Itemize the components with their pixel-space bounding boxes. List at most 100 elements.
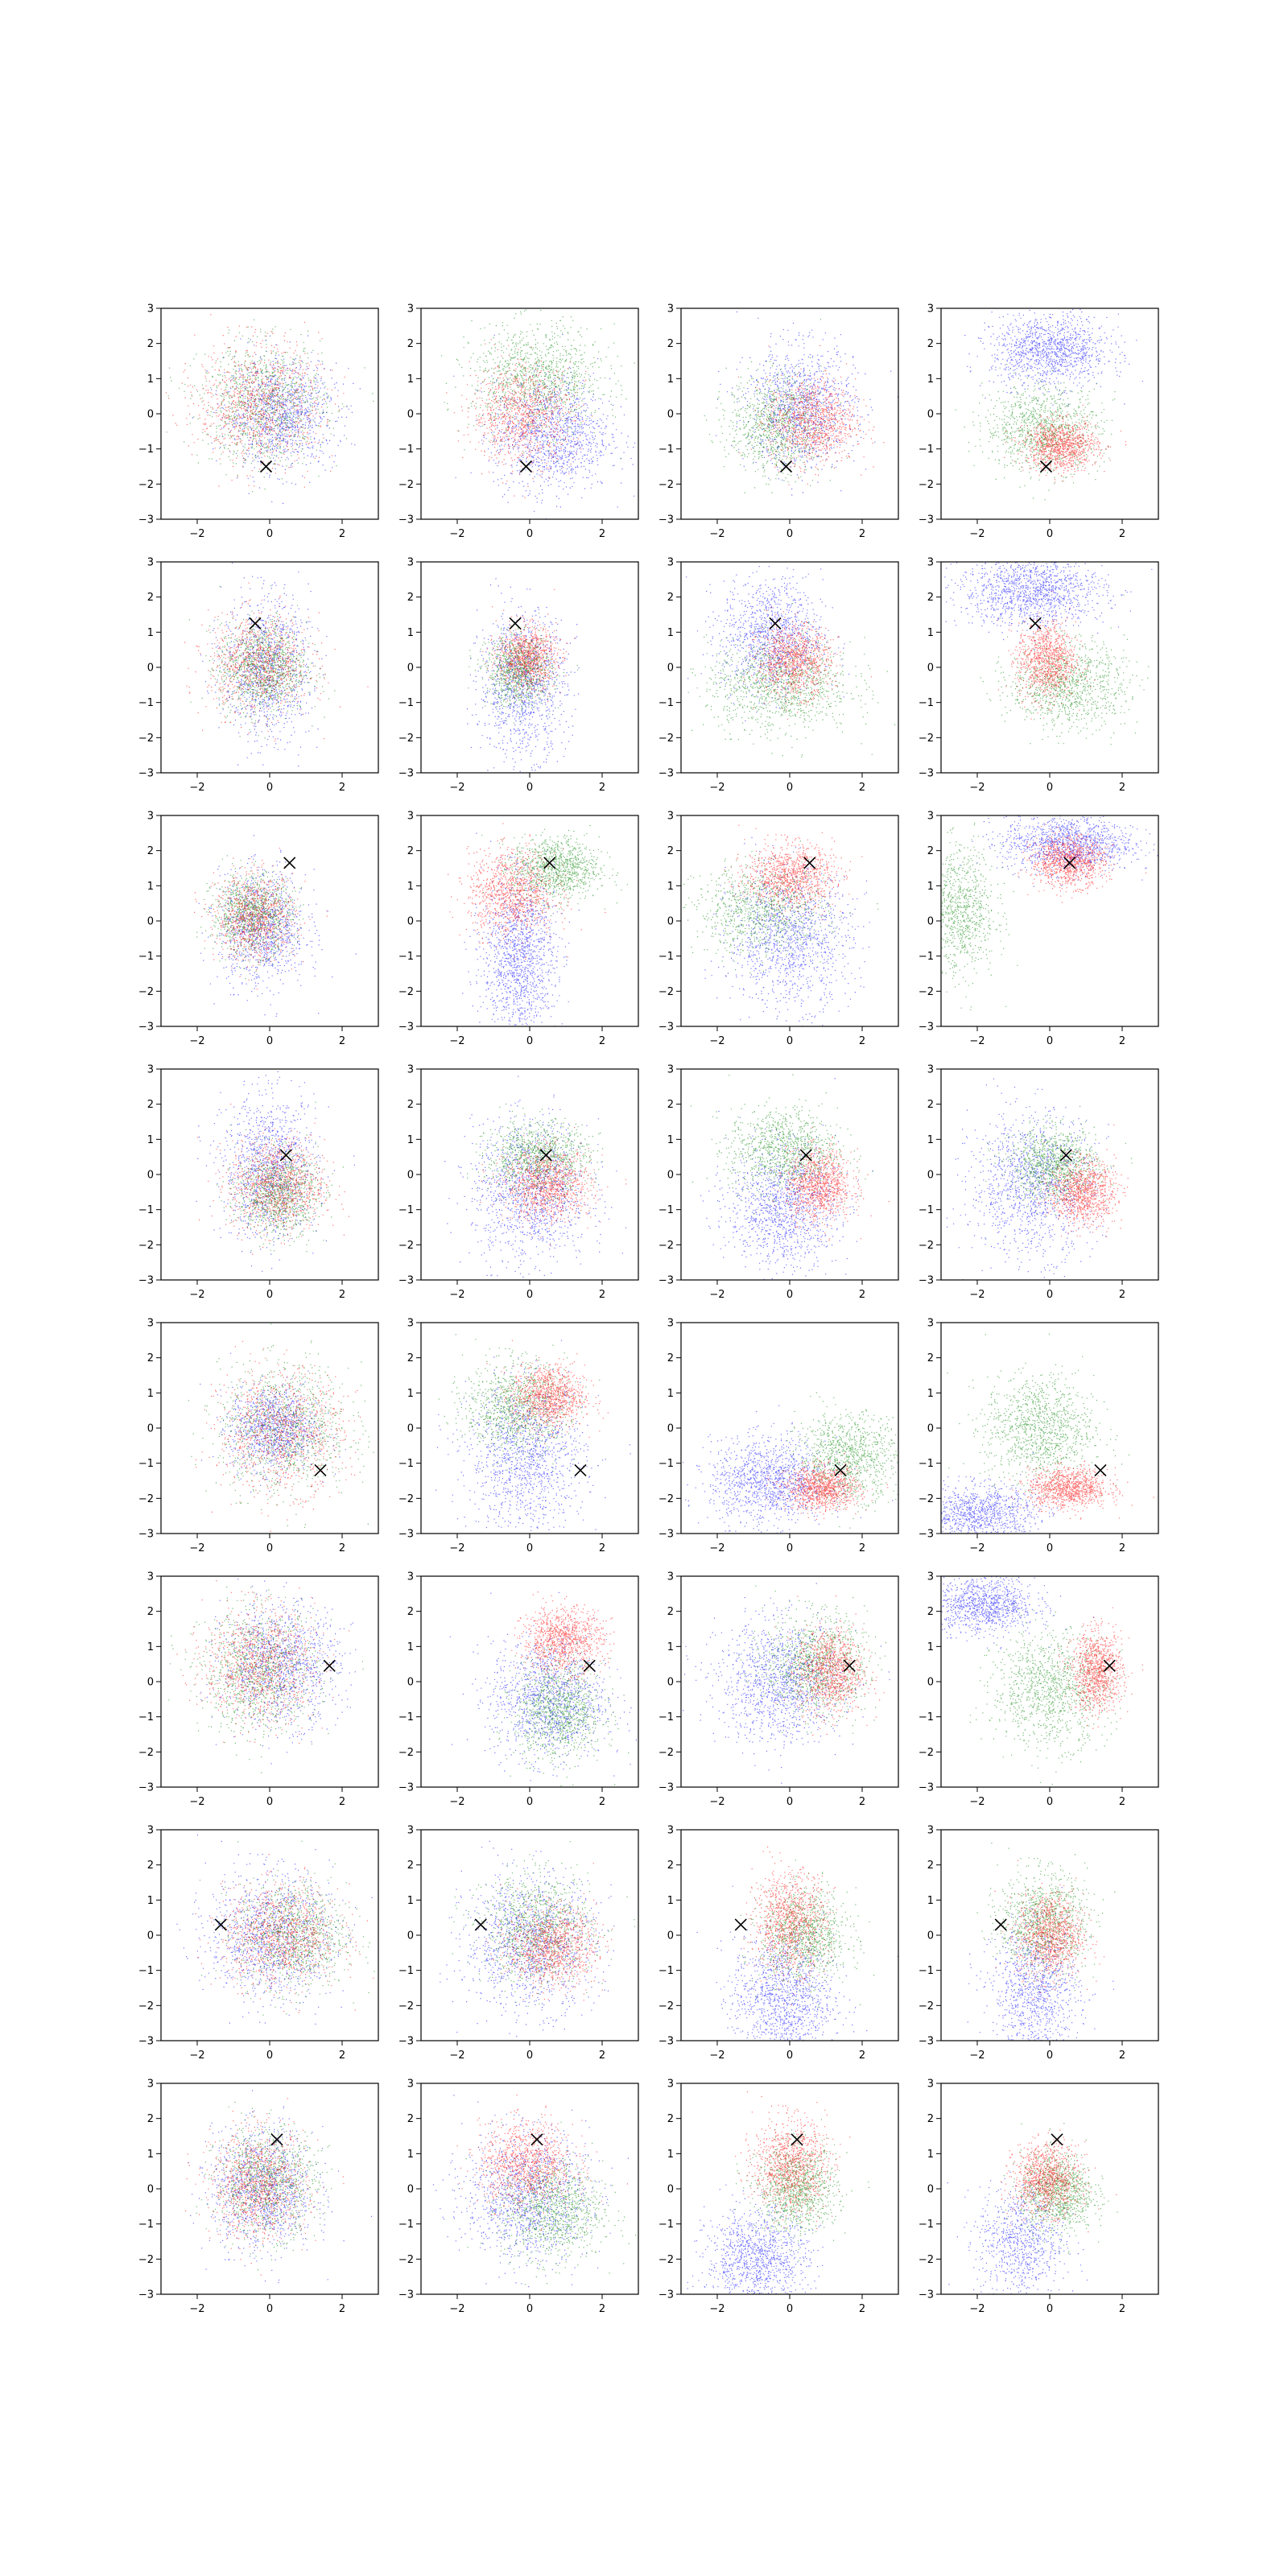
y-tick-label: 1 [407, 881, 414, 893]
y-tick-label: 1 [927, 374, 934, 386]
x-tick-label: −2 [189, 782, 204, 794]
scatter-points [683, 824, 879, 1026]
y-tick-label: 2 [927, 845, 934, 857]
y-tick-label: −1 [919, 1711, 934, 1724]
x-tick-label: 2 [339, 528, 345, 540]
y-tick-label: 1 [667, 1134, 674, 1146]
y-tick-label: −1 [138, 1965, 154, 1977]
axes-frame [160, 815, 379, 1027]
y-tick-label: −1 [398, 1965, 414, 1977]
y-tick-label: 2 [407, 592, 414, 604]
y-tick-label: 0 [667, 409, 674, 421]
y-tick-label: −3 [138, 2036, 154, 2048]
x-tick-label: 0 [266, 528, 273, 540]
y-tick-label: −3 [658, 1782, 674, 1794]
x-marker [779, 460, 793, 473]
x-tick-label: −2 [189, 1035, 204, 1047]
y-tick-label: 3 [147, 1571, 154, 1583]
y-tick-label: −1 [919, 444, 934, 456]
x-marker [1051, 2133, 1063, 2146]
point-cluster-3 [185, 2098, 345, 2276]
scatter-points [185, 2090, 373, 2284]
point-cluster-3 [197, 1104, 349, 1255]
y-tick-label: 1 [407, 1895, 414, 1907]
x-tick-label: 0 [1046, 1289, 1053, 1301]
point-cluster-3 [511, 1591, 615, 1693]
x-marker [1039, 460, 1053, 473]
subplot-r3-c3: −2 0 2 −3 −2 −1 0 1 2 3 [658, 811, 899, 1047]
x-marker [1103, 1659, 1116, 1672]
subplot-r6-c1: −2 0 2 −3 −2 −1 0 1 2 3 [138, 1571, 379, 1808]
scatter-points [466, 578, 580, 772]
scatter-points [440, 309, 636, 519]
x-tick-label: 0 [786, 1289, 793, 1301]
y-tick-label: −1 [658, 697, 674, 709]
y-tick-label: −1 [658, 1458, 674, 1470]
y-tick-label: 1 [667, 374, 674, 386]
x-tick-label: 0 [1046, 2303, 1053, 2315]
x-tick-label: −2 [969, 1796, 985, 1808]
axes-frame [160, 561, 379, 774]
y-tick-label: 1 [927, 1895, 934, 1907]
y-tick-label: −2 [919, 479, 934, 491]
y-tick-label: −1 [398, 697, 414, 709]
y-tick-label: 2 [147, 1860, 154, 1872]
y-tick-label: −3 [138, 1782, 154, 1794]
point-cluster-1 [176, 1834, 373, 2025]
y-tick-label: 1 [147, 374, 154, 386]
y-tick-label: −3 [398, 1275, 414, 1287]
point-cluster-2 [465, 2121, 637, 2285]
subplot-r1-c4: −2 0 2 −3 −2 −1 0 1 2 3 [919, 303, 1159, 540]
subplot-r6-c4: −2 0 2 −3 −2 −1 0 1 2 3 [919, 1571, 1159, 1808]
point-cluster-3 [195, 1340, 361, 1532]
x-tick-label: 2 [859, 2303, 865, 2315]
axes-frame [420, 2083, 639, 2295]
y-tick-label: −2 [658, 1747, 674, 1759]
y-tick-label: 3 [667, 1064, 674, 1076]
x-tick-label: 2 [339, 2303, 345, 2315]
x-marker [530, 2133, 543, 2146]
scatter-points [967, 1843, 1116, 2041]
scatter-points [444, 1075, 627, 1278]
x-marker [994, 1918, 1007, 1931]
y-tick-label: −1 [919, 2219, 934, 2231]
scatter-points [176, 1834, 375, 2025]
x-tick-label: 0 [266, 1796, 273, 1808]
y-tick-label: 2 [407, 338, 414, 350]
y-tick-label: −3 [658, 1022, 674, 1034]
y-tick-label: 3 [147, 1318, 154, 1330]
point-cluster-2 [166, 319, 374, 493]
y-tick-label: 1 [407, 627, 414, 639]
y-tick-label: 0 [667, 1677, 674, 1689]
scatter-points [432, 2094, 637, 2288]
y-tick-label: −2 [658, 1240, 674, 1252]
y-tick-label: 3 [407, 1064, 414, 1076]
y-tick-label: 3 [407, 557, 414, 569]
y-tick-label: 2 [147, 845, 154, 857]
y-tick-label: −2 [919, 2254, 934, 2266]
y-tick-label: 3 [667, 557, 674, 569]
x-marker [574, 1463, 587, 1476]
y-tick-label: −3 [138, 514, 154, 526]
y-tick-label: 3 [407, 1318, 414, 1330]
y-tick-label: −3 [658, 514, 674, 526]
y-tick-label: 1 [667, 1641, 674, 1653]
x-marker [1063, 857, 1076, 869]
y-tick-label: −2 [919, 986, 934, 998]
subplot-r5-c4: −2 0 2 −3 −2 −1 0 1 2 3 [919, 1318, 1159, 1554]
y-tick-label: 1 [407, 1641, 414, 1653]
y-tick-label: −1 [138, 2219, 154, 2231]
x-tick-label: 0 [1046, 782, 1053, 794]
axes-frame [160, 1068, 379, 1281]
scatter-points [440, 1840, 636, 2041]
point-cluster-3 [446, 339, 593, 498]
y-tick-label: 1 [927, 627, 934, 639]
y-tick-label: 3 [927, 1825, 934, 1837]
point-cluster-1 [964, 308, 1143, 407]
subplot-r6-c3: −2 0 2 −3 −2 −1 0 1 2 3 [658, 1571, 899, 1808]
scatter-points [686, 566, 896, 758]
x-tick-label: −2 [449, 2050, 464, 2062]
point-cluster-3 [724, 824, 863, 921]
subplot-r3-c4: −2 0 2 −3 −2 −1 0 1 2 3 [919, 811, 1159, 1047]
axes-frame [680, 2083, 899, 2295]
